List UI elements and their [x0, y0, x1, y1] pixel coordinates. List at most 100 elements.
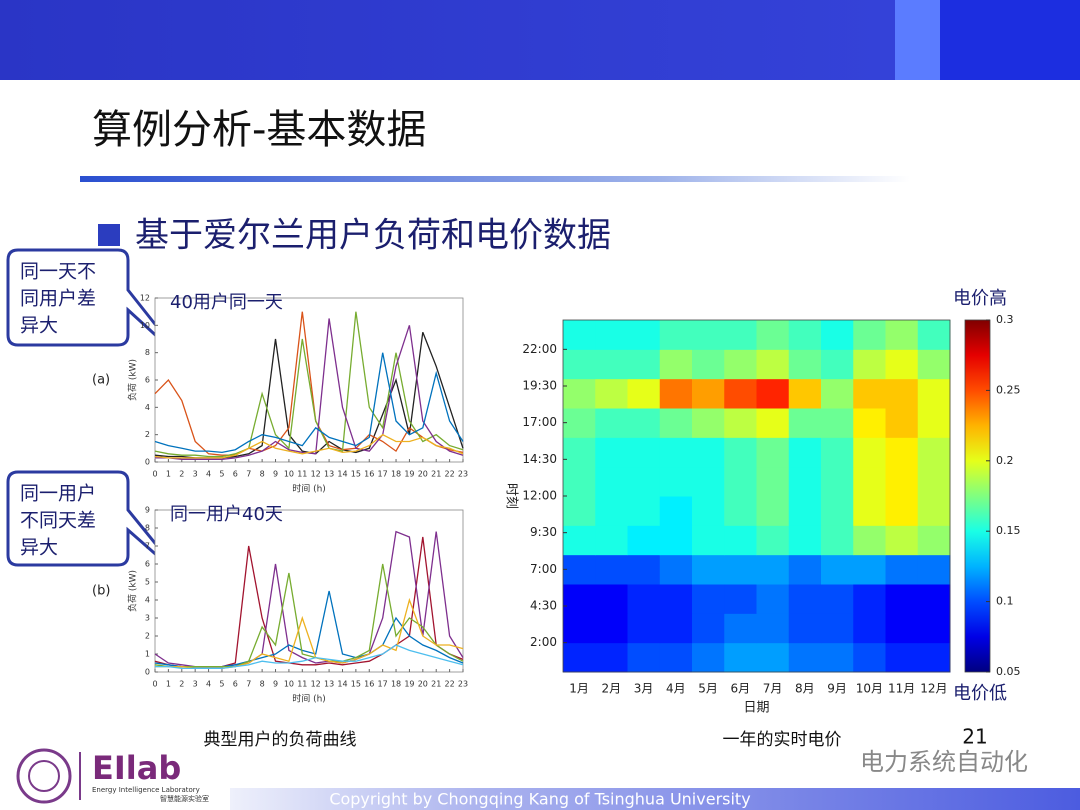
heat-cell	[853, 408, 886, 438]
heat-cell	[595, 349, 628, 380]
x-tick-label: 23	[458, 680, 468, 689]
x-tick-label: 17	[378, 470, 388, 479]
x-tick-label: 18	[391, 470, 401, 479]
x-tick-label: 16	[364, 470, 374, 479]
heat-cell	[885, 525, 919, 556]
heat-cell	[821, 378, 854, 409]
callout-box	[6, 248, 187, 364]
y-tick-label: 3	[145, 614, 150, 623]
x-tick-label: 1月	[569, 682, 589, 696]
load-line	[154, 433, 464, 459]
y-tick-label: 6	[145, 376, 150, 385]
x-tick-label: 2	[179, 680, 184, 689]
heat-cell	[724, 613, 757, 644]
heat-cell	[692, 408, 725, 438]
x-tick-label: 10	[284, 680, 294, 689]
y-tick-label: 0	[145, 458, 150, 467]
y-tick-label: 7	[145, 542, 150, 551]
heat-cell	[563, 642, 596, 673]
heat-cell	[917, 554, 951, 585]
bullet-text: 基于爱尔兰用户负荷和电价数据	[135, 216, 611, 256]
heat-cell	[885, 496, 919, 526]
heat-cell	[627, 525, 661, 556]
heat-cell	[724, 554, 757, 585]
x-tick-label: 21	[431, 470, 441, 479]
callout-text: 同用户差	[20, 288, 96, 310]
logo-subtitle: Energy Intelligence Laboratory	[92, 786, 200, 794]
y-tick-label: 4	[145, 596, 150, 605]
heat-cell	[821, 466, 854, 497]
heat-cell	[627, 554, 661, 585]
y-tick-label: 10	[140, 321, 150, 330]
callout-text: 异大	[20, 315, 58, 337]
heat-cell	[724, 408, 757, 438]
x-tick-label: 15	[351, 680, 361, 689]
heat-cell	[788, 642, 822, 673]
x-tick-label: 9	[273, 470, 278, 479]
heat-cell	[692, 642, 725, 673]
heat-cell	[595, 320, 628, 350]
heat-cell	[885, 378, 919, 409]
heat-cell	[627, 496, 661, 526]
heat-cell	[917, 408, 951, 438]
y-tick-label: 9	[145, 506, 150, 515]
heat-cell	[821, 320, 854, 350]
heat-cell	[821, 554, 854, 585]
heat-cell	[853, 525, 886, 556]
heat-cell	[885, 408, 919, 438]
x-tick-label: 13	[324, 680, 334, 689]
heat-cell	[724, 466, 757, 497]
heat-cell	[917, 320, 951, 350]
y-tick-label: 6	[145, 560, 150, 569]
heat-cell	[917, 496, 951, 526]
heat-cell	[724, 642, 757, 673]
heat-cell	[692, 525, 725, 556]
load-line	[154, 311, 464, 458]
x-tick-label: 21	[431, 680, 441, 689]
heat-cell	[595, 554, 628, 585]
heat-cell	[724, 378, 757, 409]
heat-cell	[563, 613, 596, 644]
heat-cell	[692, 584, 725, 614]
heat-cell	[917, 584, 951, 614]
colorbar-tick-label: 0.2	[996, 454, 1014, 467]
y-tick-label: 1	[145, 650, 150, 659]
heat-cell	[724, 437, 757, 468]
heat-cell	[821, 437, 854, 468]
x-tick-label: 8	[260, 470, 265, 479]
x-tick-label: 12月	[920, 682, 947, 696]
heat-cell	[627, 613, 661, 644]
x-tick-label: 19	[404, 680, 414, 689]
heat-cell	[788, 525, 822, 556]
heat-cell	[563, 584, 596, 614]
colorbar-tick-label: 0.1	[996, 595, 1014, 608]
x-tick-label: 9月	[827, 682, 847, 696]
heat-cell	[853, 437, 886, 468]
heat-cell	[917, 466, 951, 497]
x-tick-label: 4	[206, 680, 211, 689]
bullet-square	[98, 224, 120, 246]
heat-cell	[853, 349, 886, 380]
heat-cell	[917, 613, 951, 644]
chart-title: 40用户同一天	[170, 292, 283, 313]
x-tick-label: 17	[378, 680, 388, 689]
x-axis-label: 时间 (h)	[292, 483, 326, 495]
heat-cell	[788, 320, 822, 350]
heat-cell	[595, 642, 628, 673]
heat-cell	[821, 525, 854, 556]
x-tick-label: 1	[166, 470, 171, 479]
x-tick-label: 8	[260, 680, 265, 689]
heat-cell	[595, 378, 628, 409]
callout-text: 同一用户	[20, 483, 96, 505]
heat-cell	[885, 613, 919, 644]
heat-cell	[756, 584, 790, 614]
heat-cell	[595, 613, 628, 644]
x-tick-label: 20	[418, 680, 428, 689]
y-tick-label: 5	[145, 578, 150, 587]
y-tick-label: 19:30	[522, 379, 557, 393]
x-tick-label: 6月	[731, 682, 751, 696]
y-tick-label: 0	[145, 668, 150, 677]
y-tick-label: 2	[145, 632, 150, 641]
slide-title: 算例分析-基本数据	[92, 107, 426, 153]
